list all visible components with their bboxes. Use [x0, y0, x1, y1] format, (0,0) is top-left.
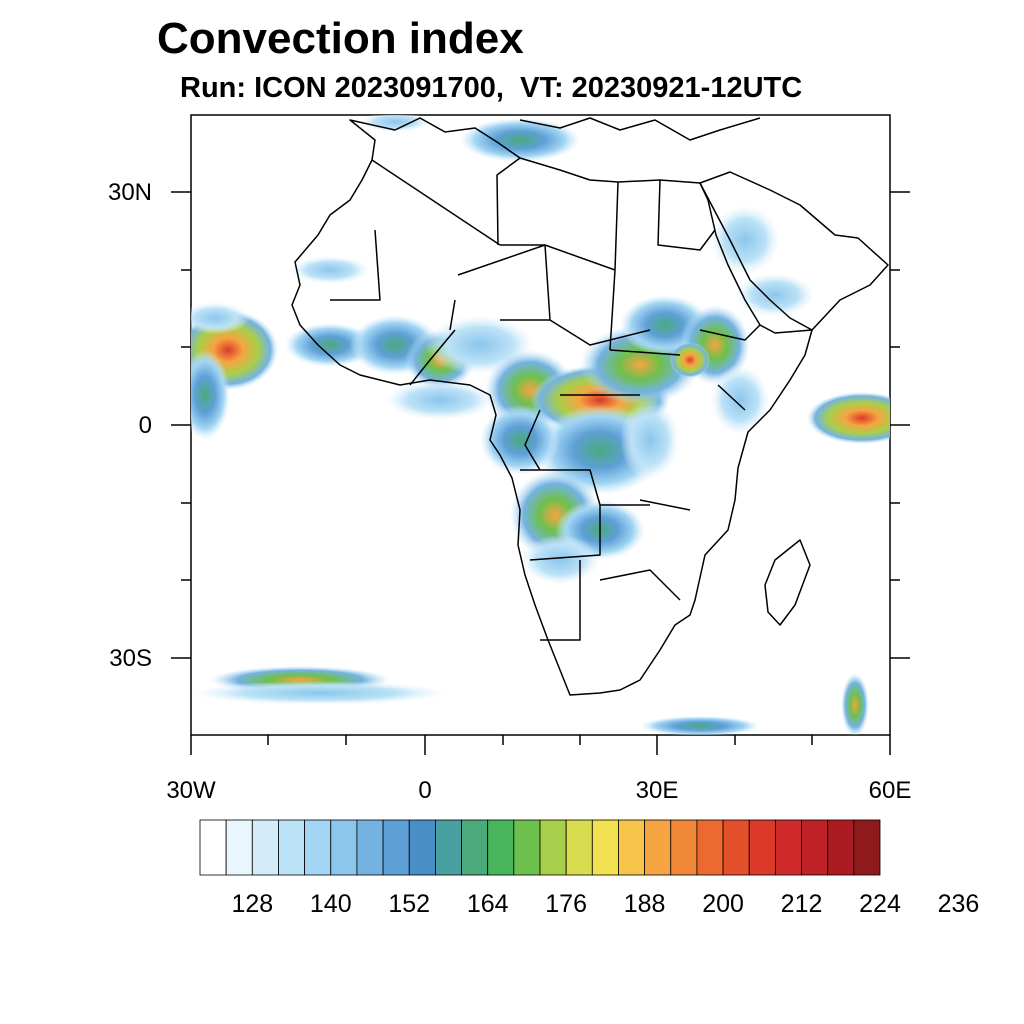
- country-borders: [330, 157, 761, 641]
- convection-patch: [710, 205, 780, 275]
- colorbar-labels: 128 140 152 164 176 188 200 212 224 236: [231, 890, 979, 918]
- colorbar-box: [539, 819, 567, 876]
- convection-patch: [385, 380, 495, 420]
- colorbar-box: [748, 819, 776, 876]
- colorbar-box: [199, 819, 227, 876]
- colorbar-label: 188: [624, 890, 666, 918]
- colorbar-box: [670, 819, 698, 876]
- colorbar-label: 164: [467, 890, 509, 918]
- convection-patch: [670, 342, 710, 378]
- colorbar-box: [774, 819, 802, 876]
- europe-coastline: [519, 117, 761, 141]
- colorbar-box: [356, 819, 384, 876]
- colorbar-box: [225, 819, 253, 876]
- colorbar-box: [722, 819, 750, 876]
- colorbar-label: 128: [231, 890, 273, 918]
- convection-patch: [841, 673, 869, 735]
- x-tick-label: 60E: [869, 777, 912, 804]
- colorbar-label: 212: [781, 890, 823, 918]
- colorbar-box: [278, 819, 306, 876]
- colorbar-box: [461, 819, 489, 876]
- colorbar-box: [434, 819, 462, 876]
- colorbar-label: 152: [388, 890, 430, 918]
- convection-patch: [735, 273, 815, 317]
- colorbar-box: [591, 819, 619, 876]
- axis-ticks: [171, 191, 910, 755]
- convection-patch: [360, 115, 430, 132]
- convection-patch: [640, 716, 760, 735]
- colorbar-box: [618, 819, 646, 876]
- convection-field: [191, 115, 890, 735]
- colorbar-box: [487, 819, 515, 876]
- colorbar-box: [853, 819, 881, 876]
- chart-subtitle: Run: ICON 2023091700, VT: 20230921-12UTC: [180, 72, 803, 104]
- convection-patch: [710, 365, 770, 435]
- convection-patch: [460, 118, 580, 162]
- colorbar-label: 176: [545, 890, 587, 918]
- madagascar-coastline: [764, 539, 811, 626]
- colorbar: [199, 819, 881, 876]
- convection-patch: [191, 350, 230, 440]
- y-tick-label: 30N: [108, 179, 152, 206]
- colorbar-box: [513, 819, 541, 876]
- colorbar-label: 236: [938, 890, 980, 918]
- y-tick-label: 30S: [109, 645, 152, 672]
- colorbar-box: [251, 819, 279, 876]
- x-tick-label: 0: [418, 777, 431, 804]
- coastlines: [291, 117, 889, 696]
- colorbar-box: [644, 819, 672, 876]
- colorbar-box: [696, 819, 724, 876]
- colorbar-label: 200: [702, 890, 744, 918]
- colorbar-box: [408, 819, 436, 876]
- convection-patch: [480, 405, 560, 475]
- colorbar-box: [801, 819, 829, 876]
- colorbar-label: 224: [859, 890, 901, 918]
- africa-coastline: [291, 117, 813, 696]
- colorbar-box: [330, 819, 358, 876]
- colorbar-box: [382, 819, 410, 876]
- x-tick-label: 30W: [166, 777, 216, 804]
- convection-patch: [807, 392, 890, 444]
- arabia-coastline: [699, 171, 889, 331]
- convection-patch: [290, 256, 370, 284]
- chart-title: Convection index: [157, 14, 524, 63]
- colorbar-box: [304, 819, 332, 876]
- convection-patch: [620, 400, 680, 480]
- convection-patch: [191, 681, 450, 705]
- y-tick-label: 0: [139, 412, 152, 439]
- convection-patch: [191, 302, 250, 334]
- x-tick-label: 30E: [636, 777, 679, 804]
- colorbar-box: [827, 819, 855, 876]
- colorbar-box: [565, 819, 593, 876]
- colorbar-label: 140: [310, 890, 352, 918]
